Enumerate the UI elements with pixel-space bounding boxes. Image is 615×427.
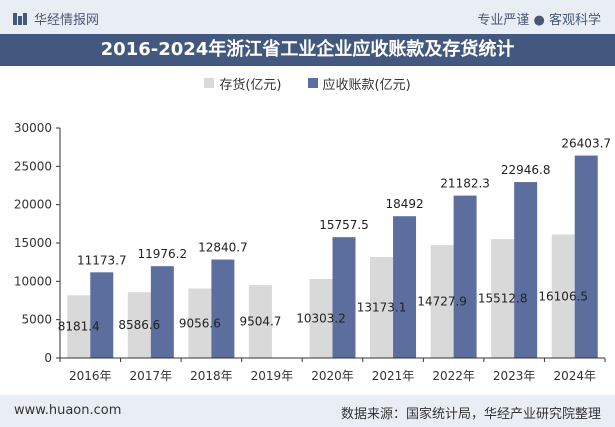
y-tick-label: 10000 <box>14 274 52 288</box>
bar-inventory <box>551 234 575 358</box>
x-tick-label: 2021年 <box>372 369 415 383</box>
bar-inventory <box>248 285 272 358</box>
data-label-receivables: 22946.8 <box>501 163 551 177</box>
bar-inventory <box>430 245 454 358</box>
bar-receivables <box>393 216 417 358</box>
bars <box>67 155 598 358</box>
data-label-inventory: 8586.6 <box>118 318 160 332</box>
y-tick-label: 0 <box>44 351 52 365</box>
brand-name: 华经情报网 <box>34 13 100 28</box>
data-label-receivables: 26403.7 <box>561 137 611 151</box>
bar-receivables <box>150 266 174 358</box>
legend-label-receivables: 应收账款(亿元) <box>322 77 411 93</box>
data-label-inventory: 15512.8 <box>478 292 528 306</box>
data-label-inventory: 9056.6 <box>179 316 221 330</box>
bar-inventory <box>188 288 212 358</box>
y-tick-label: 30000 <box>14 121 52 135</box>
slogan: 专业严谨 ● 客观科学 <box>477 13 601 28</box>
brand-logo-icon <box>13 12 27 25</box>
data-label-inventory: 14727.9 <box>417 295 467 309</box>
chart-title: 2016-2024年浙江省工业企业应收账款及存货统计 <box>0 34 615 66</box>
data-label-receivables: 11173.7 <box>77 253 127 267</box>
data-label-receivables: 21182.3 <box>440 177 490 191</box>
y-tick-label: 5000 <box>21 313 52 327</box>
data-label-receivables: 15757.5 <box>319 218 369 232</box>
bar-receivables <box>90 272 114 358</box>
legend-item-receivables: 应收账款(亿元) <box>307 74 411 93</box>
x-tick-label: 2020年 <box>311 369 354 383</box>
x-tick-label: 2018年 <box>190 369 233 383</box>
x-tick-label: 2019年 <box>251 369 294 383</box>
data-label-inventory: 10303.2 <box>296 312 346 326</box>
bar-inventory <box>491 239 515 358</box>
bar-receivables <box>574 155 598 358</box>
data-label-inventory: 9504.7 <box>239 315 281 329</box>
bar-receivables <box>453 195 477 358</box>
y-tick-label: 20000 <box>14 198 52 212</box>
legend: 存货(亿元) 应收账款(亿元) <box>0 72 615 94</box>
data-label-receivables: 18492 <box>385 197 423 211</box>
bar-inventory <box>127 292 151 358</box>
legend-item-inventory: 存货(亿元) <box>204 74 282 93</box>
legend-label-inventory: 存货(亿元) <box>219 77 282 93</box>
data-label-inventory: 13173.1 <box>357 301 407 315</box>
bar-receivables <box>332 237 356 358</box>
bar-receivables <box>514 182 538 358</box>
data-label-inventory: 8181.4 <box>58 320 100 334</box>
x-tick-label: 2016年 <box>69 369 112 383</box>
x-tick-label: 2017年 <box>130 369 173 383</box>
legend-swatch-inventory <box>204 78 215 88</box>
bar-inventory <box>370 257 394 358</box>
data-label-receivables: 12840.7 <box>198 241 248 255</box>
legend-swatch-receivables <box>307 78 318 88</box>
bar-receivables <box>211 259 235 358</box>
footer-url: www.huaon.com <box>14 403 122 418</box>
brand: 华经情报网 <box>12 9 99 28</box>
bar-inventory <box>309 279 333 358</box>
x-tick-label: 2024年 <box>553 369 596 383</box>
data-label-receivables: 11976.2 <box>138 247 188 261</box>
x-axis: 2016年 2017年 2018年 2019年 2020年 2021年 2022年 2023年… <box>59 357 606 383</box>
x-tick-label: 2022年 <box>432 369 475 383</box>
y-tick-label: 15000 <box>14 236 52 250</box>
footer: www.huaon.com 数据来源：国家统计局，华经产业研究院整理 <box>0 395 615 427</box>
bar-chart: 0 5000 10000 15000 20000 25000 30000 8181.4 111… <box>14 121 611 383</box>
y-tick-label: 25000 <box>14 159 52 173</box>
data-labels: 8181.4 11173.7 8586.6 11976.2 9056.6 12840.7 9… <box>58 137 611 334</box>
top-bar: 华经情报网 专业严谨 ● 客观科学 <box>0 0 615 34</box>
y-axis: 0 5000 10000 15000 20000 25000 30000 <box>14 121 61 365</box>
bar-inventory <box>67 295 91 358</box>
x-tick-label: 2023年 <box>493 369 536 383</box>
footer-source: 数据来源：国家统计局，华经产业研究院整理 <box>340 407 601 422</box>
data-label-inventory: 16106.5 <box>538 289 588 303</box>
